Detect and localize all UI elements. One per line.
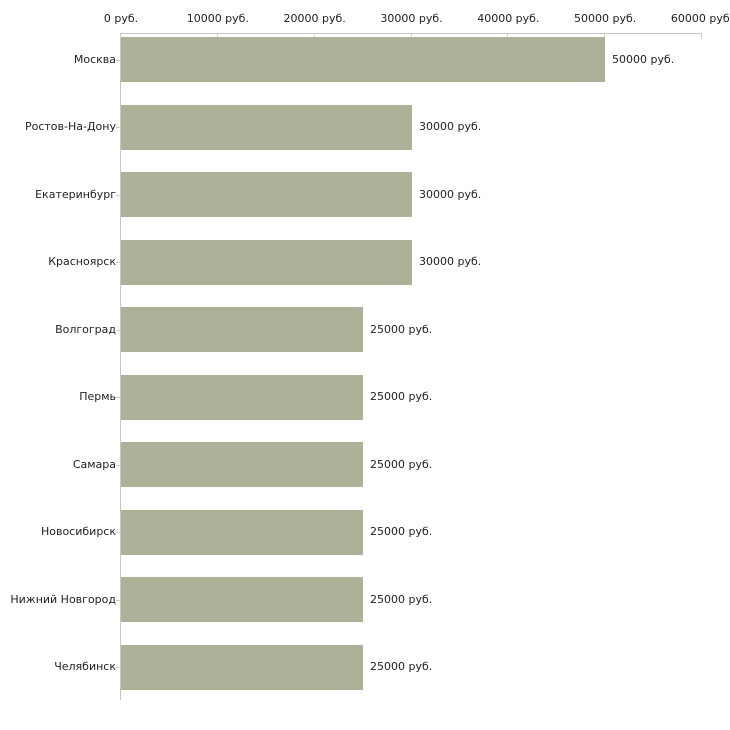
bar [121,172,412,217]
x-axis-tick [216,34,218,39]
category-label: Волгоград [55,322,116,336]
value-label: 30000 руб. [419,255,482,268]
x-axis-tick-label: 50000 руб. [574,12,637,25]
x-axis-tick-label: 60000 руб. [670,12,730,25]
category-label: Пермь [79,390,116,403]
x-axis-tick-label: 30000 руб. [380,12,443,25]
bar [121,577,363,622]
value-label: 30000 руб. [419,187,482,201]
y-axis-tick [116,600,120,601]
bar [121,644,363,690]
value-label: 30000 руб. [419,120,482,133]
y-axis-tick [116,262,120,263]
bar [121,307,363,352]
x-axis-tick-label: 10000 руб. [186,12,249,25]
y-axis-tick [116,465,120,466]
y-axis-tick [116,667,120,668]
x-axis-tick [120,34,121,39]
category-label: Москва [73,52,116,66]
value-label: 50000 руб. [612,52,675,66]
category-label: Новосибирск [40,525,116,538]
x-axis-tick-label: 20000 руб. [283,12,346,25]
bar [121,374,363,420]
x-axis-tick [410,34,412,39]
x-axis-line [120,33,702,34]
value-label: 25000 руб. [370,525,433,538]
value-label: 25000 руб. [370,660,433,673]
value-label: 25000 руб. [370,592,433,606]
value-label: 25000 руб. [370,390,433,403]
x-axis-tick-label: 40000 руб. [477,12,540,25]
category-label: Челябинск [54,660,116,673]
value-label: 25000 руб. [370,457,433,471]
x-axis-tick [604,34,606,39]
y-axis-tick [116,330,120,331]
y-axis-tick [116,195,120,196]
category-label: Ростов-На-Дону [24,120,116,133]
category-label: Самара [72,457,116,471]
y-axis-tick [116,397,120,398]
category-label: Нижний Новгород [10,592,116,606]
y-axis-tick [116,60,120,61]
x-axis-tick [701,34,702,39]
x-axis-tick [313,34,315,39]
x-axis-tick-label: 0 руб. [103,12,139,25]
value-label: 25000 руб. [370,322,433,336]
bar [121,442,363,487]
bar [121,37,605,82]
x-axis-tick [507,34,509,39]
y-axis-tick [116,127,120,128]
category-label: Красноярск [48,255,116,268]
y-axis-tick [116,532,120,533]
bar [121,509,363,555]
bar [121,239,412,285]
y-axis-line [120,33,121,700]
bar [121,104,412,150]
category-label: Екатеринбург [35,187,116,201]
